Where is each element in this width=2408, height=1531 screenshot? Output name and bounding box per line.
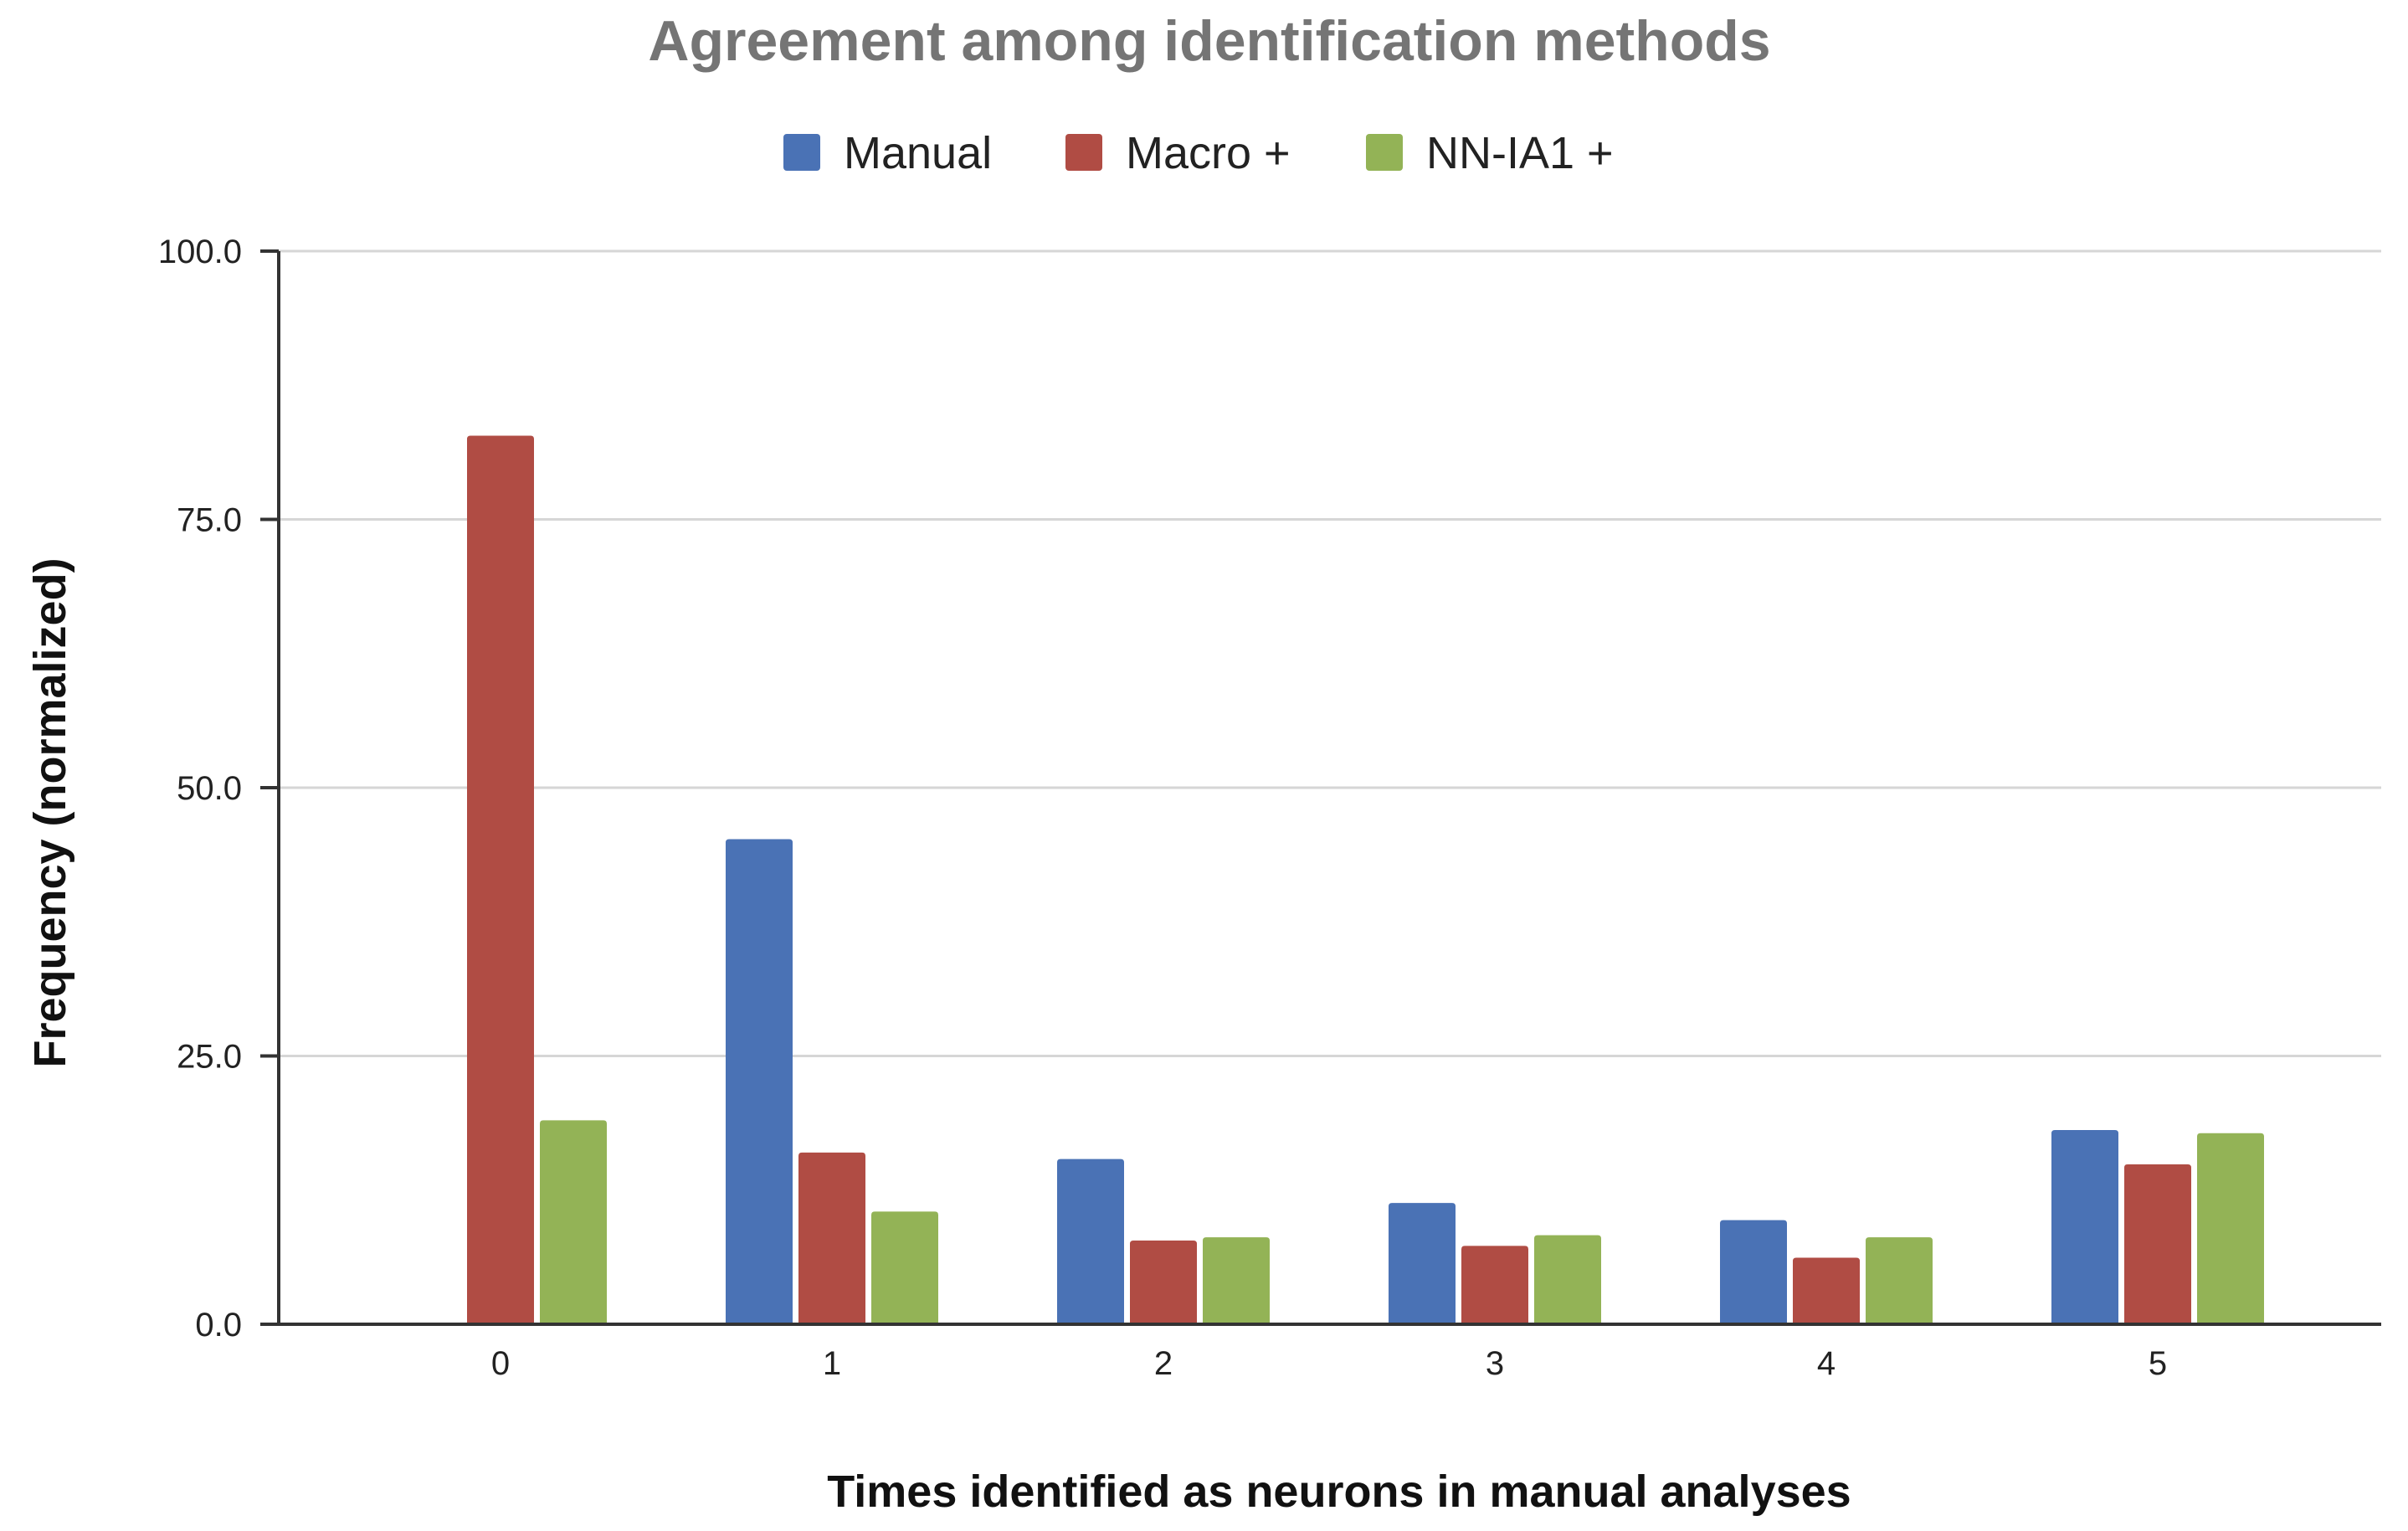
y-axis-title: Frequency (normalized) — [25, 557, 75, 1067]
bar-manual-1 — [726, 839, 793, 1324]
bar-nn-ia1-2 — [1203, 1237, 1270, 1324]
x-axis-ticks: 0 1 2 3 4 5 — [491, 1345, 2167, 1382]
x-tick-label: 5 — [2149, 1345, 2167, 1382]
legend-swatch — [1366, 134, 1403, 171]
bar-nn-ia1-1 — [871, 1211, 938, 1324]
bar-nn-ia1-3 — [1534, 1235, 1601, 1324]
bar-manual-2 — [1057, 1159, 1124, 1324]
gridlines — [279, 249, 2381, 1057]
bar-macro-5 — [2124, 1164, 2191, 1324]
legend-label: NN-IA1 + — [1426, 128, 1614, 178]
y-tick-label: 75.0 — [177, 502, 242, 539]
bar-macro-0 — [467, 435, 534, 1324]
x-tick-label: 3 — [1486, 1345, 1504, 1382]
bar-manual-5 — [2051, 1129, 2118, 1324]
x-tick-label: 2 — [1154, 1345, 1173, 1382]
bar-nn-ia1-5 — [2197, 1133, 2264, 1324]
x-axis-title: Times identified as neurons in manual an… — [827, 1467, 1851, 1517]
bar-macro-4 — [1793, 1257, 1860, 1324]
bar-macro-3 — [1461, 1246, 1528, 1324]
bars — [467, 435, 2264, 1324]
bar-nn-ia1-0 — [540, 1120, 607, 1324]
bar-macro-1 — [798, 1152, 865, 1324]
x-tick-label: 4 — [1817, 1345, 1836, 1382]
y-tick-label: 25.0 — [177, 1039, 242, 1076]
y-tick-label: 0.0 — [195, 1307, 242, 1343]
bar-manual-4 — [1720, 1220, 1787, 1324]
y-tick-label: 100.0 — [158, 234, 242, 270]
legend-label: Manual — [844, 128, 992, 178]
y-axis-ticks: 0.0 25.0 50.0 75.0 100.0 — [158, 234, 279, 1343]
bar-nn-ia1-4 — [1866, 1237, 1933, 1324]
x-tick-label: 0 — [491, 1345, 510, 1382]
x-tick-label: 1 — [823, 1345, 841, 1382]
legend: Manual Macro + NN-IA1 + — [783, 128, 1614, 178]
chart-title: Agreement among identification methods — [648, 9, 1770, 73]
y-tick-label: 50.0 — [177, 770, 242, 807]
bar-manual-3 — [1389, 1203, 1456, 1324]
legend-swatch — [1065, 134, 1102, 171]
bar-macro-2 — [1130, 1241, 1197, 1324]
legend-swatch — [783, 134, 820, 171]
legend-label: Macro + — [1126, 128, 1291, 178]
